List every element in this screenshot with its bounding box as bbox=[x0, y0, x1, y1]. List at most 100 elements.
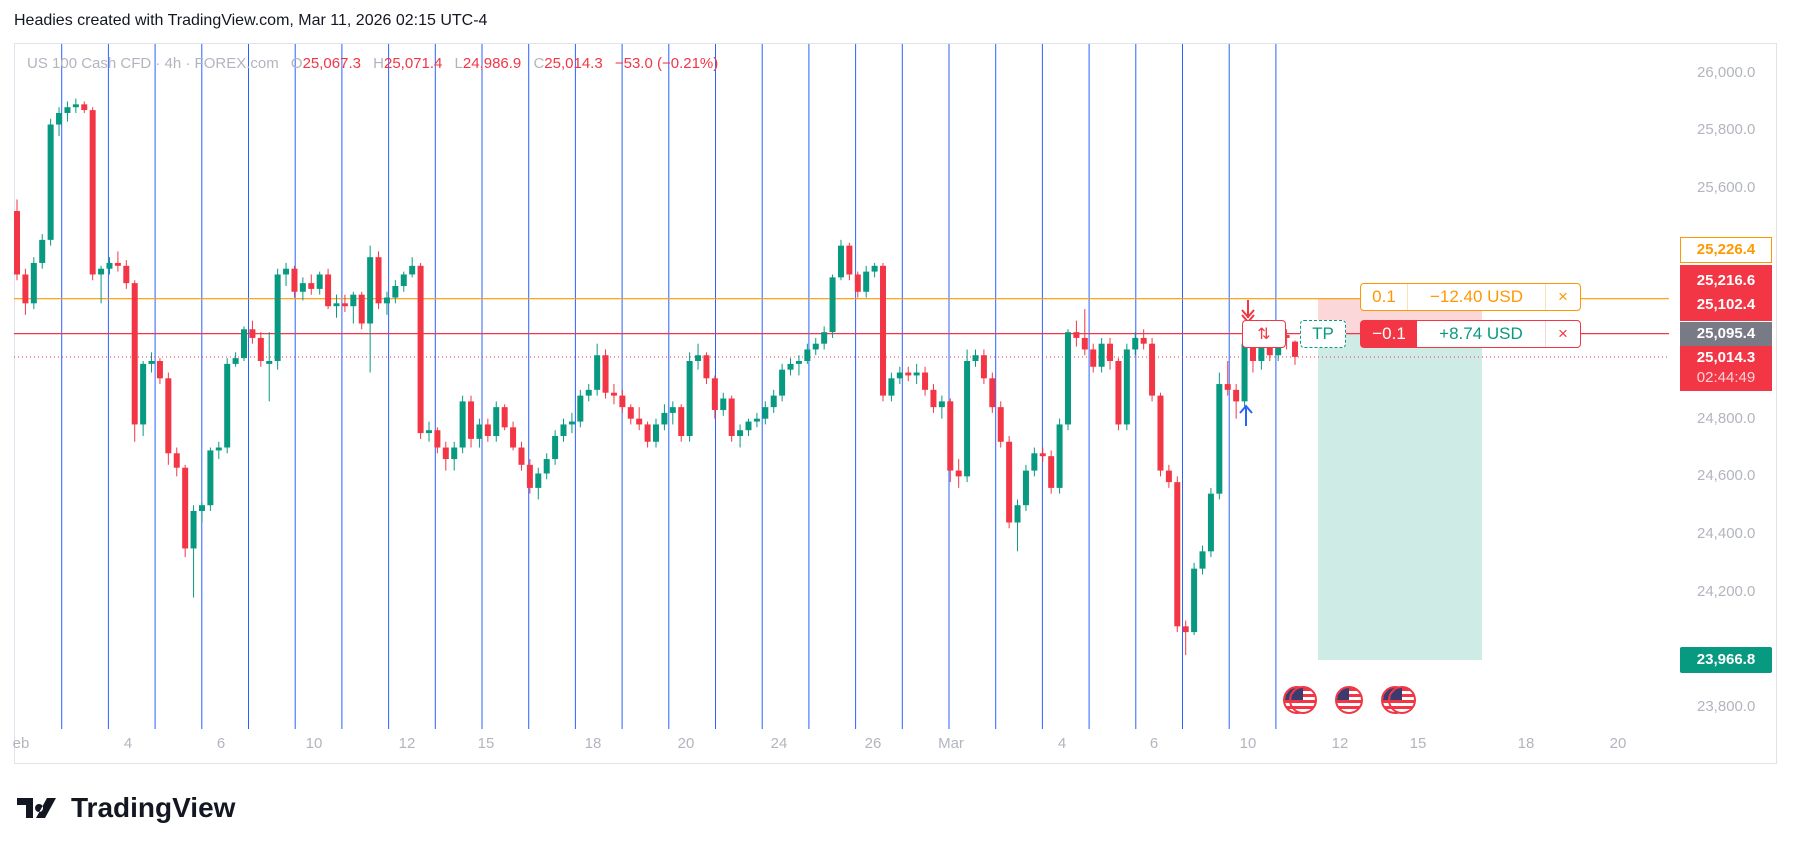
candle[interactable] bbox=[686, 352, 693, 442]
candle[interactable] bbox=[501, 404, 508, 431]
candle[interactable] bbox=[215, 441, 222, 460]
candle[interactable] bbox=[72, 98, 79, 113]
candle[interactable] bbox=[89, 107, 96, 281]
candle[interactable] bbox=[1014, 499, 1021, 552]
candle[interactable] bbox=[762, 401, 769, 425]
candle[interactable] bbox=[1073, 320, 1080, 347]
candle[interactable] bbox=[39, 234, 46, 269]
candle[interactable] bbox=[249, 320, 256, 344]
symbol-name[interactable]: US 100 Cash CFD · 4h · FOREX.com bbox=[27, 55, 279, 72]
candle[interactable] bbox=[367, 245, 374, 373]
candle[interactable] bbox=[972, 349, 979, 367]
candle[interactable] bbox=[493, 401, 500, 442]
candle[interactable] bbox=[560, 418, 567, 442]
stop-order-label[interactable]: 0.1 −12.40 USD × bbox=[1360, 283, 1581, 311]
candle[interactable] bbox=[283, 262, 290, 287]
candle[interactable] bbox=[510, 421, 517, 451]
candle[interactable] bbox=[695, 343, 702, 370]
candle[interactable] bbox=[837, 239, 844, 281]
candle[interactable] bbox=[795, 355, 802, 376]
candle[interactable] bbox=[535, 467, 542, 500]
candle[interactable] bbox=[1149, 337, 1156, 402]
candle[interactable] bbox=[1207, 487, 1214, 558]
candle[interactable] bbox=[392, 280, 399, 304]
candle[interactable] bbox=[123, 260, 130, 289]
candle[interactable] bbox=[476, 418, 483, 448]
candle[interactable] bbox=[1182, 620, 1189, 656]
candle[interactable] bbox=[198, 502, 205, 523]
candle[interactable] bbox=[1283, 329, 1290, 350]
candle[interactable] bbox=[1191, 562, 1198, 635]
candle[interactable] bbox=[114, 251, 121, 272]
candle[interactable] bbox=[636, 407, 643, 431]
candle[interactable] bbox=[720, 392, 727, 416]
candle[interactable] bbox=[81, 101, 88, 113]
candle[interactable] bbox=[653, 418, 659, 448]
candle[interactable] bbox=[1056, 418, 1063, 494]
reverse-position-button[interactable]: ⇅ bbox=[1242, 320, 1286, 348]
candle[interactable] bbox=[989, 372, 996, 413]
candle[interactable] bbox=[577, 389, 584, 428]
candle[interactable] bbox=[148, 352, 155, 373]
candle[interactable] bbox=[224, 358, 231, 454]
candle[interactable] bbox=[997, 401, 1004, 448]
candle[interactable] bbox=[888, 372, 895, 402]
candle[interactable] bbox=[552, 430, 559, 465]
us-flag-event-icon[interactable] bbox=[1388, 686, 1416, 714]
candle[interactable] bbox=[526, 459, 533, 494]
candle[interactable] bbox=[787, 358, 794, 376]
candle[interactable] bbox=[602, 349, 609, 399]
candle[interactable] bbox=[703, 352, 710, 385]
candle[interactable] bbox=[955, 459, 962, 488]
candle[interactable] bbox=[358, 291, 365, 330]
close-icon[interactable]: × bbox=[1558, 324, 1568, 343]
candle[interactable] bbox=[1006, 435, 1013, 529]
candle[interactable] bbox=[98, 265, 105, 304]
candle[interactable] bbox=[619, 389, 626, 413]
candle[interactable] bbox=[644, 421, 651, 448]
us-flag-event-icon[interactable] bbox=[1289, 686, 1317, 714]
candle[interactable] bbox=[779, 363, 786, 402]
candle[interactable] bbox=[896, 366, 903, 385]
candle[interactable] bbox=[484, 418, 491, 442]
candle[interactable] bbox=[308, 274, 315, 295]
candle[interactable] bbox=[299, 277, 306, 301]
candle[interactable] bbox=[1115, 358, 1122, 431]
candle[interactable] bbox=[821, 326, 828, 350]
candle[interactable] bbox=[745, 418, 752, 436]
candle[interactable] bbox=[905, 366, 912, 382]
candle[interactable] bbox=[165, 372, 172, 465]
candle[interactable] bbox=[627, 404, 634, 425]
candle[interactable] bbox=[1090, 343, 1097, 373]
candle[interactable] bbox=[518, 441, 525, 471]
candle[interactable] bbox=[1031, 447, 1038, 477]
candle[interactable] bbox=[434, 427, 441, 454]
candle[interactable] bbox=[1292, 340, 1298, 365]
candle[interactable] bbox=[64, 101, 71, 122]
candle[interactable] bbox=[854, 271, 861, 298]
position-qty[interactable]: −0.1 bbox=[1361, 321, 1417, 347]
candle[interactable] bbox=[316, 271, 323, 295]
candle[interactable] bbox=[274, 268, 281, 370]
position-label[interactable]: −0.1 +8.74 USD × bbox=[1360, 320, 1581, 348]
candle[interactable] bbox=[1157, 392, 1164, 477]
candle[interactable] bbox=[400, 271, 407, 292]
candle[interactable] bbox=[1022, 464, 1029, 511]
candle[interactable] bbox=[1107, 337, 1114, 370]
candle[interactable] bbox=[131, 280, 138, 442]
candle[interactable] bbox=[728, 395, 735, 442]
candle[interactable] bbox=[425, 421, 432, 442]
us-flag-event-icon[interactable] bbox=[1335, 686, 1363, 714]
candle[interactable] bbox=[1098, 337, 1105, 373]
candle[interactable] bbox=[568, 412, 575, 434]
candle[interactable] bbox=[232, 352, 239, 367]
candle[interactable] bbox=[459, 395, 466, 454]
close-icon[interactable]: × bbox=[1558, 287, 1568, 306]
position-reward-zone[interactable] bbox=[1318, 334, 1482, 660]
candle[interactable] bbox=[880, 262, 887, 402]
candle[interactable] bbox=[1174, 476, 1181, 633]
candle[interactable] bbox=[140, 361, 147, 436]
candle[interactable] bbox=[1224, 361, 1231, 396]
candle[interactable] bbox=[1132, 332, 1139, 356]
